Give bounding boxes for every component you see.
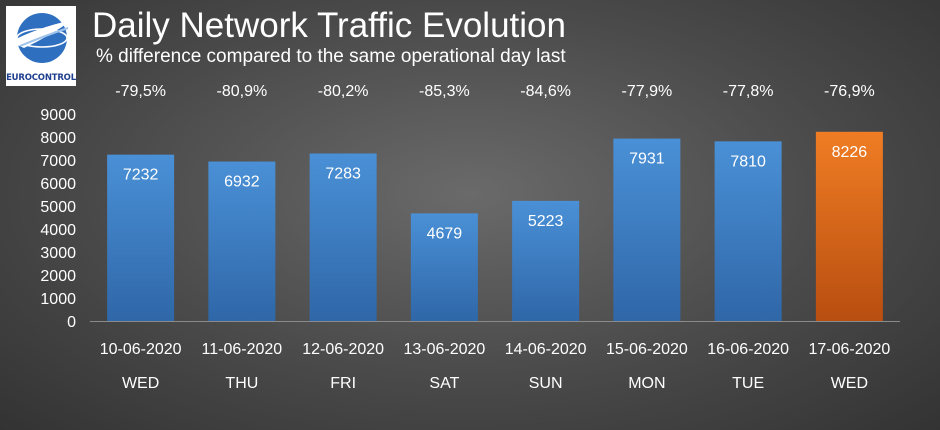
bar xyxy=(815,131,883,321)
pct-diff-label: -80,2% xyxy=(318,83,369,100)
bar-data-label: 7810 xyxy=(730,153,766,170)
y-tick-label: 4000 xyxy=(40,222,76,239)
weekday-label: WED xyxy=(122,375,159,392)
bar-data-label: 7232 xyxy=(123,167,159,184)
y-tick-label: 1000 xyxy=(40,291,76,308)
y-tick-label: 9000 xyxy=(40,107,76,124)
bar xyxy=(107,154,175,321)
x-tick-label: 12-06-2020 xyxy=(302,341,384,358)
weekday-label: SAT xyxy=(429,375,459,392)
y-tick-label: 2000 xyxy=(40,268,76,285)
pct-diff-label: -77,9% xyxy=(622,83,673,100)
pct-diff-label: -77,8% xyxy=(723,83,774,100)
globe-wing-icon xyxy=(10,13,72,63)
bar-data-label: 5223 xyxy=(528,213,564,230)
x-tick-label: 14-06-2020 xyxy=(505,341,587,358)
x-tick-label: 11-06-2020 xyxy=(202,341,283,358)
bar xyxy=(613,138,681,321)
weekday-label: TUE xyxy=(732,375,764,392)
pct-diff-label: -80,9% xyxy=(217,83,268,100)
weekday-label: SUN xyxy=(529,375,563,392)
bar xyxy=(309,153,377,321)
weekday-label: THU xyxy=(225,375,258,392)
logo-wordmark: EUROCONTROL xyxy=(6,73,76,83)
bar-data-label: 6932 xyxy=(224,174,260,191)
x-tick-label: 10-06-2020 xyxy=(100,341,182,358)
bar-data-label: 8226 xyxy=(832,144,868,161)
x-tick-label: 15-06-2020 xyxy=(606,341,688,358)
weekday-label: MON xyxy=(628,375,665,392)
bar-data-label: 4679 xyxy=(427,225,463,242)
x-tick-label: 17-06-2020 xyxy=(808,341,890,358)
bar-data-label: 7283 xyxy=(325,165,361,182)
bar xyxy=(714,141,782,321)
y-tick-label: 6000 xyxy=(40,176,76,193)
eurocontrol-logo: EUROCONTROL xyxy=(6,6,76,86)
y-tick-label: 7000 xyxy=(40,153,76,170)
weekday-label: WED xyxy=(831,375,868,392)
page-subtitle: % difference compared to the same operat… xyxy=(96,46,566,67)
page-title: Daily Network Traffic Evolution xyxy=(92,6,566,45)
y-tick-label: 5000 xyxy=(40,199,76,216)
pct-diff-label: -85,3% xyxy=(419,83,470,100)
y-tick-label: 8000 xyxy=(40,130,76,147)
bar xyxy=(410,213,478,321)
bar xyxy=(512,200,580,321)
bar xyxy=(208,161,276,321)
x-tick-label: 13-06-2020 xyxy=(403,341,485,358)
pct-diff-label: -76,9% xyxy=(824,83,875,100)
weekday-label: FRI xyxy=(330,375,356,392)
y-tick-label: 0 xyxy=(67,314,76,331)
bar-data-label: 7931 xyxy=(629,151,665,168)
y-tick-label: 3000 xyxy=(40,245,76,262)
pct-diff-label: -84,6% xyxy=(520,83,571,100)
x-tick-label: 16-06-2020 xyxy=(707,341,789,358)
pct-diff-label: -79,5% xyxy=(115,83,166,100)
